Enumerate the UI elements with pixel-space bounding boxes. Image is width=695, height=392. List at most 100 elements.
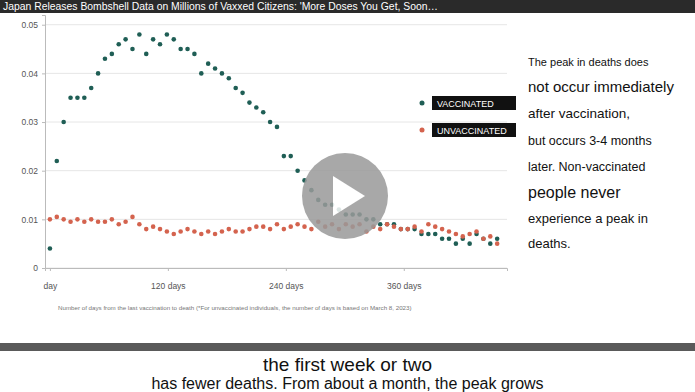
annotation-line: after vaccination, [528,106,630,121]
grid-line [45,170,507,171]
point [82,95,87,100]
y-tick-label: 0.02 [21,166,38,176]
point [481,237,486,242]
frame-separator [0,343,695,351]
annotation-line: experience a peak in [528,211,648,226]
point [48,217,53,222]
y-axis-line [42,16,46,269]
point [199,232,204,237]
y-axis: 00.010.020.030.040.05 [21,16,45,274]
play-button-icon[interactable] [333,176,365,216]
headline-bar [0,0,695,13]
point [54,215,59,220]
point [426,222,431,227]
grid-line [45,219,507,220]
point [275,222,280,227]
point [110,217,115,222]
point [288,154,293,159]
point [54,159,59,164]
point [385,222,390,227]
point [419,229,424,234]
point [447,237,452,242]
point [467,241,472,246]
point [171,37,176,42]
caption-line: has fewer deaths. From about a month, th… [151,375,543,392]
point [130,47,135,52]
annotation-line: later. Non-vaccinated [528,160,645,174]
point [123,219,128,224]
point [178,47,183,52]
point [151,224,156,229]
point [268,120,273,125]
x-tick-mark [286,268,287,271]
play-button[interactable] [302,153,388,239]
legend-box [432,96,516,110]
legend-item: UNVACCINATED [420,123,517,137]
x-tick-mark [404,268,405,271]
point [467,232,472,237]
point [158,227,163,232]
point [481,237,486,242]
grid-line [45,73,507,74]
point [116,42,121,47]
x-tick-label: 360 days [387,281,422,291]
point [399,227,404,232]
x-tick: day [44,268,58,291]
y-tick-mark [42,219,45,220]
point [302,224,307,229]
y-tick: 0.05 [21,20,45,30]
background [0,0,695,392]
point [165,32,170,37]
point [495,241,500,246]
point [171,232,176,237]
point [96,219,101,224]
legend-item: VACCINATED [420,96,517,110]
point [254,105,259,110]
legend-box [432,123,516,137]
series [48,32,500,251]
point [89,86,94,91]
point [144,227,149,232]
x-tick-label: day [44,281,58,291]
point [399,227,404,232]
annotation-line: people never [528,184,621,201]
play-button-circle[interactable] [302,153,388,239]
point [61,217,66,222]
point [137,32,142,37]
point [206,229,211,234]
point [96,71,101,76]
point [412,224,417,229]
point [68,219,73,224]
point [123,37,128,42]
x-axis-line [46,269,508,272]
point [75,95,80,100]
point [282,154,287,159]
x-tick: 360 days [387,268,422,291]
x-tick-label: 240 days [269,281,304,291]
point [185,227,190,232]
y-tick: 0.03 [21,117,45,127]
y-tick-mark [42,268,45,269]
point [268,227,273,232]
point [68,95,73,100]
point [227,76,232,81]
y-tick-mark [42,73,45,74]
y-tick-label: 0.01 [21,215,38,225]
y-tick: 0 [33,263,45,273]
legend: VACCINATED UNVACCINATED [420,96,517,137]
point [254,224,259,229]
point [213,66,218,71]
point [460,234,465,239]
point [405,227,410,232]
y-tick-mark [42,122,45,123]
point [213,232,218,237]
point [247,100,252,105]
point [89,217,94,222]
point [158,42,163,47]
point [433,224,438,229]
point [199,71,204,76]
y-tick: 0.02 [21,166,45,176]
point [220,229,225,234]
point [295,168,300,173]
point [288,224,293,229]
